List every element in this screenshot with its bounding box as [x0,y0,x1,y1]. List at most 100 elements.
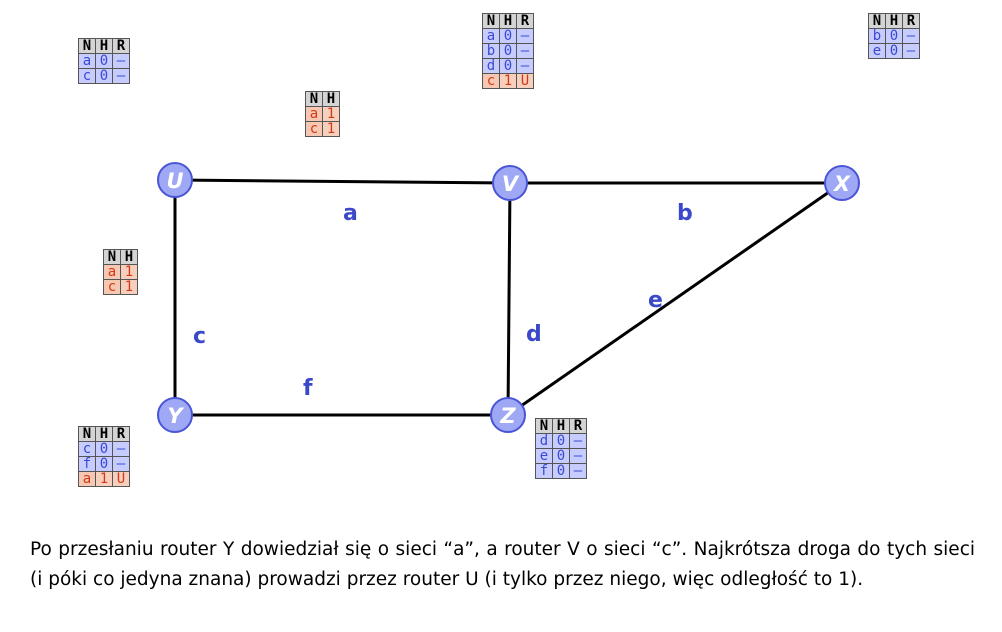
table-cell: 1 [120,279,138,295]
table-row: b 0– [482,43,534,59]
table-row: c 0– [78,441,130,457]
router-label: V [502,172,520,196]
table-cell: 1 [95,471,113,487]
edge-label-f: f [303,376,313,401]
table-cell: 0 [95,68,113,84]
table-header-cell: H [552,418,570,434]
table-row: a 0– [78,53,130,69]
table-header-cell: H [95,426,113,442]
table-cell: f [535,463,553,479]
router-label: U [166,169,183,193]
table-header-cell: H [499,13,517,29]
table-cell: – [569,448,587,464]
table-row: f 0– [535,463,587,479]
table-cell: 0 [499,28,517,44]
table-cell: f [78,456,96,472]
table-cell: 1 [322,121,340,137]
edge-label-c: c [193,324,206,349]
table-cell: d [482,58,500,74]
table-cell: b [482,43,500,59]
table-row: e 0– [868,43,920,59]
table-row: d 0– [482,58,534,74]
table-cell: U [516,73,534,89]
table-header-cell: N [482,13,500,29]
table-cell: c [482,73,500,89]
router-circle [157,162,193,198]
table-cell: 1 [322,106,340,122]
table-row: d 0– [535,433,587,449]
table-header-cell: N [103,249,121,265]
table-cell: a [78,471,96,487]
edge-label-a: a [343,201,358,226]
table-header-cell: N [78,38,96,54]
table-header-cell: N [535,418,553,434]
table-cell: 1 [120,264,138,280]
table-cell: – [112,68,130,84]
table-cell: a [78,53,96,69]
table-cell: – [516,28,534,44]
router-node-x: X [824,165,860,201]
table-cell: c [305,121,323,137]
router-label: Z [499,404,516,428]
router-circle [492,165,528,201]
table-cell: a [482,28,500,44]
table-cell: d [535,433,553,449]
table-row: b 0– [868,28,920,44]
table-cell: a [305,106,323,122]
table-cell: 0 [552,463,570,479]
edge-d [506,182,512,416]
table-header-cell: R [569,418,587,434]
table-cell: 0 [95,456,113,472]
table-cell: – [569,433,587,449]
table-cell: – [112,456,130,472]
table-header-cell: H [120,249,138,265]
table-header-cell: H [95,38,113,54]
router-label: Y [167,404,184,428]
table-cell: 0 [552,448,570,464]
table-cell: 1 [499,73,517,89]
table-header-cell: R [902,13,920,29]
table-cell: 0 [499,58,517,74]
router-circle [490,397,526,433]
edge-label-b: b [677,201,693,226]
table-cell: – [112,53,130,69]
table-cell: – [516,58,534,74]
router-node-u: U [157,162,193,198]
table-header-cell: N [78,426,96,442]
table-cell: 0 [95,53,113,69]
table-cell: 0 [885,43,903,59]
table-cell: b [868,28,886,44]
network-diagram: a b c d e f U V X Y Z [157,162,860,433]
table-cell: e [535,448,553,464]
table-cell: 0 [95,441,113,457]
table-row: c 0– [78,68,130,84]
router-label: X [832,172,852,196]
table-header-cell: R [516,13,534,29]
router-node-z: Z [490,397,526,433]
edge-e [507,181,843,417]
edge-label-e: e [648,288,663,313]
edge-label-d: d [526,322,542,347]
router-circle [157,397,193,433]
table-cell: c [78,68,96,84]
caption-text: Po przesłaniu router Y dowiedział się o … [30,539,975,590]
table-cell: 0 [499,43,517,59]
table-header-cell: N [305,91,323,107]
edge-a [174,178,511,185]
table-cell: 0 [552,433,570,449]
table-cell: – [902,43,920,59]
